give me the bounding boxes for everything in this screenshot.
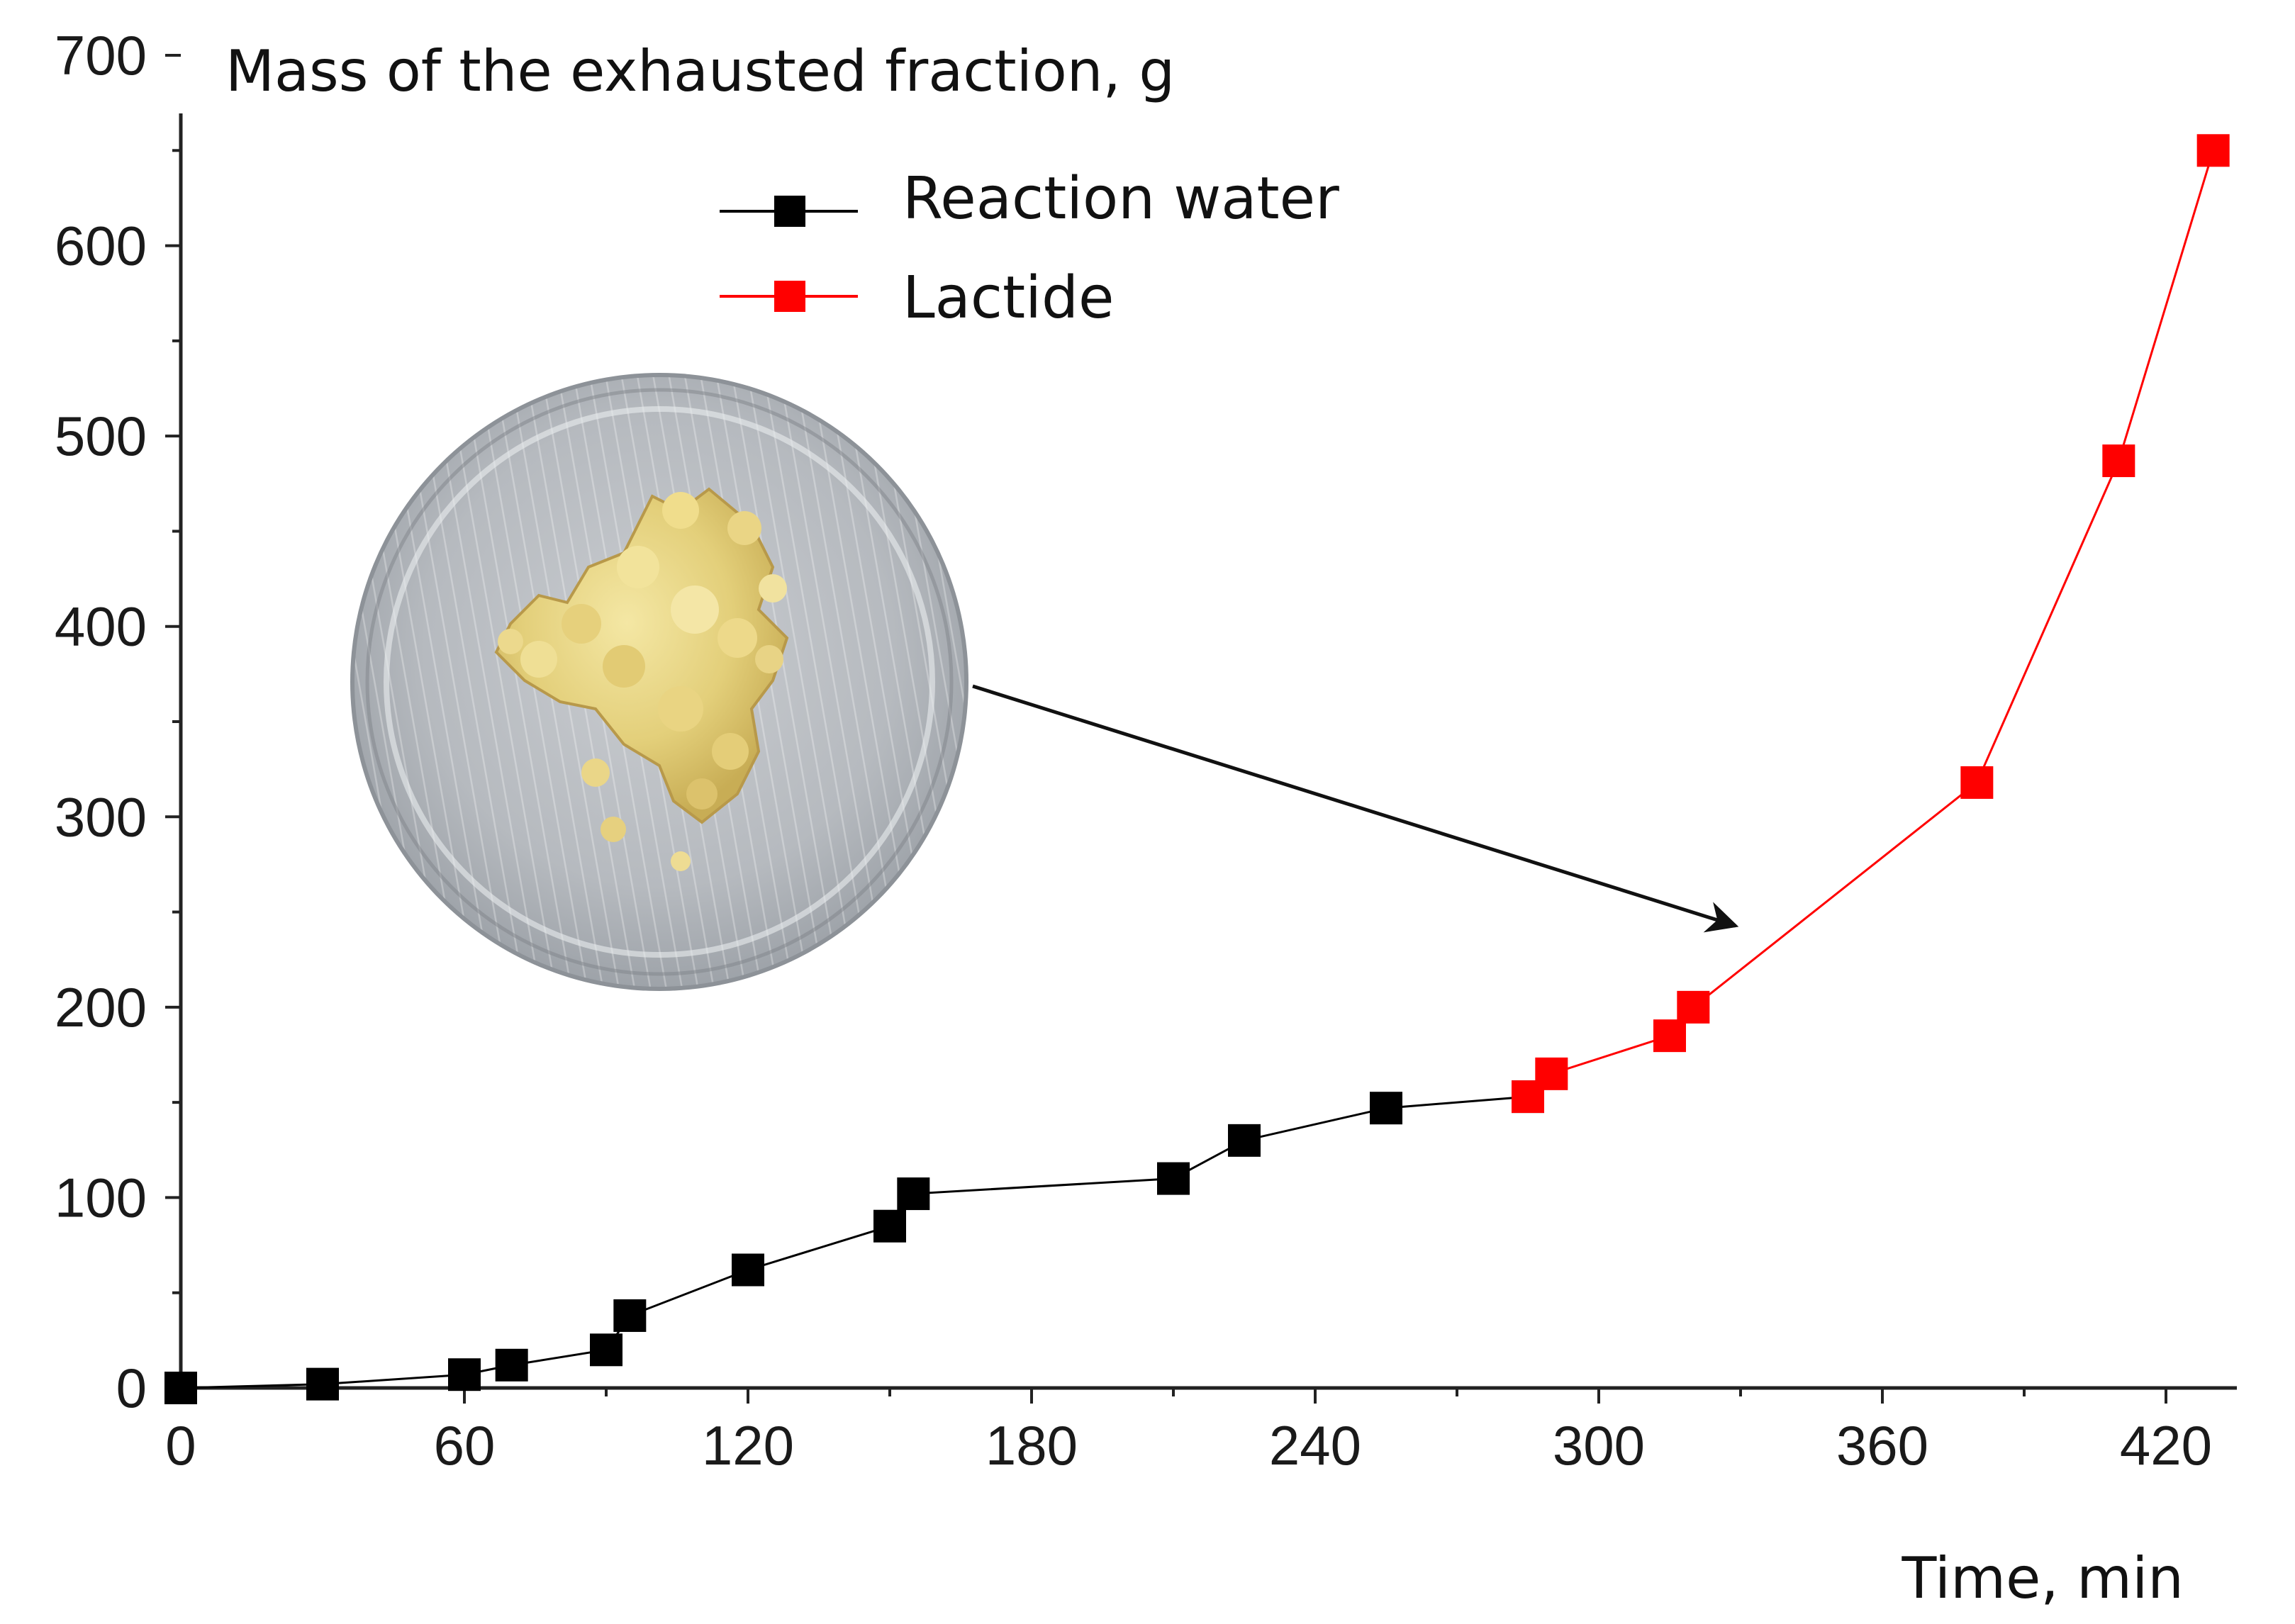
data-point (1653, 1019, 1686, 1053)
y-tick-label: 300 (55, 785, 147, 848)
legend: Reaction water Lactide (720, 165, 1339, 332)
legend-item-reaction-water: Reaction water (720, 165, 1339, 233)
data-point (1535, 1057, 1568, 1090)
series (164, 134, 2230, 1404)
data-point (732, 1253, 764, 1287)
y-axis-title: Mass of the exhausted fraction, g (225, 38, 1175, 104)
x-tick-label: 300 (1553, 1414, 1645, 1477)
data-point (897, 1177, 930, 1211)
series-line (1526, 150, 2215, 1098)
data-point (1228, 1124, 1261, 1157)
data-point (1157, 1162, 1190, 1195)
x-tick-label: 0 (165, 1414, 196, 1477)
series-lactide (1512, 134, 2230, 1114)
data-point (590, 1333, 622, 1367)
photo-icon (350, 373, 968, 991)
data-point (495, 1348, 528, 1382)
legend-label-reaction-water: Reaction water (903, 165, 1339, 233)
data-point (1960, 766, 1994, 799)
data-point (164, 1372, 197, 1404)
legend-item-lactide: Lactide (720, 264, 1114, 332)
data-point (873, 1209, 906, 1243)
y-tick-label: 100 (55, 1166, 147, 1228)
series-reaction-water (164, 1080, 1544, 1404)
x-tick-label: 180 (985, 1414, 1078, 1477)
x-tick-label: 360 (1836, 1414, 1928, 1477)
y-tick-label: 400 (55, 595, 147, 658)
x-tick-label: 240 (1269, 1414, 1361, 1477)
data-point (448, 1358, 481, 1391)
y-tick-label: 600 (55, 215, 147, 277)
legend-marker-lactide (774, 281, 805, 312)
data-point (2196, 134, 2230, 167)
data-point (306, 1367, 339, 1401)
series-line (180, 1095, 1529, 1389)
ticks: 0 100 200 300 400 500 600 700 0 60 120 180 240 300 360… (55, 24, 2212, 1477)
data-point (1677, 990, 1710, 1024)
legend-marker-reaction-water (774, 196, 805, 227)
data-point (2102, 444, 2135, 478)
x-axis-title: Time, min (1902, 1545, 2184, 1611)
y-tick-label: 0 (116, 1357, 147, 1419)
x-tick-label: 120 (702, 1414, 794, 1477)
data-point (613, 1299, 647, 1332)
legend-label-lactide: Lactide (903, 264, 1114, 332)
axes (179, 113, 2237, 1390)
x-tick-label: 60 (434, 1414, 496, 1477)
data-point (1370, 1092, 1402, 1125)
annotation-arrow (972, 684, 1739, 933)
y-tick-label: 500 (55, 405, 147, 467)
crystal-cluster (494, 487, 789, 871)
y-tick-label: 200 (55, 976, 147, 1038)
x-tick-label: 420 (2120, 1414, 2212, 1477)
y-tick-label: 700 (55, 24, 147, 86)
